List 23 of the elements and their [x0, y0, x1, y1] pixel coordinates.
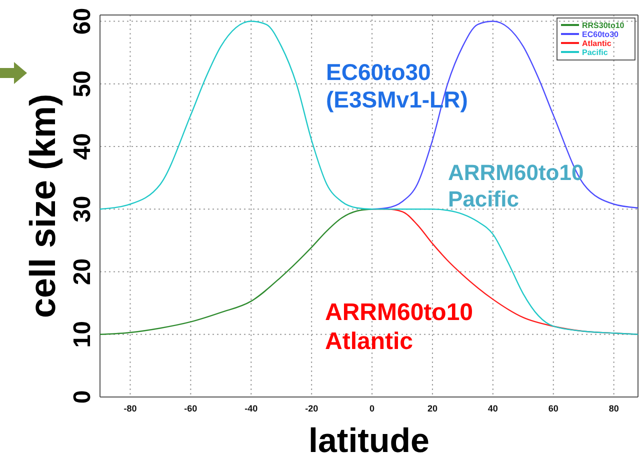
y-tick-label: 10: [69, 321, 96, 348]
x-tick-label: 40: [488, 403, 498, 414]
legend-label: Atlantic: [582, 39, 612, 48]
x-tick-label: 20: [427, 403, 438, 414]
legend-label: EC60to30: [582, 30, 620, 39]
x-tick-label: -40: [244, 403, 258, 414]
y-tick-label: 60: [69, 8, 96, 35]
x-tick-label: -80: [124, 403, 137, 414]
x-tick-label: 60: [548, 403, 558, 414]
x-tick-label: 0: [370, 403, 375, 414]
y-axis-title: cell size (km): [22, 94, 63, 318]
x-tick-label: -60: [184, 403, 198, 414]
legend-label: RRS30to10: [582, 21, 625, 30]
y-tick-label: 20: [69, 258, 96, 286]
annotation: ARRM60to10 Atlantic: [325, 299, 474, 355]
y-tick-label: 50: [69, 70, 96, 98]
y-tick-label: 0: [69, 390, 96, 404]
x-tick-label: 80: [608, 403, 619, 414]
x-tick-label: -20: [305, 403, 318, 414]
legend-label: Pacific: [582, 48, 608, 57]
y-tick-label: 30: [69, 196, 96, 222]
y-tick-label: 40: [69, 133, 96, 160]
x-axis-title: latitude: [308, 422, 430, 458]
